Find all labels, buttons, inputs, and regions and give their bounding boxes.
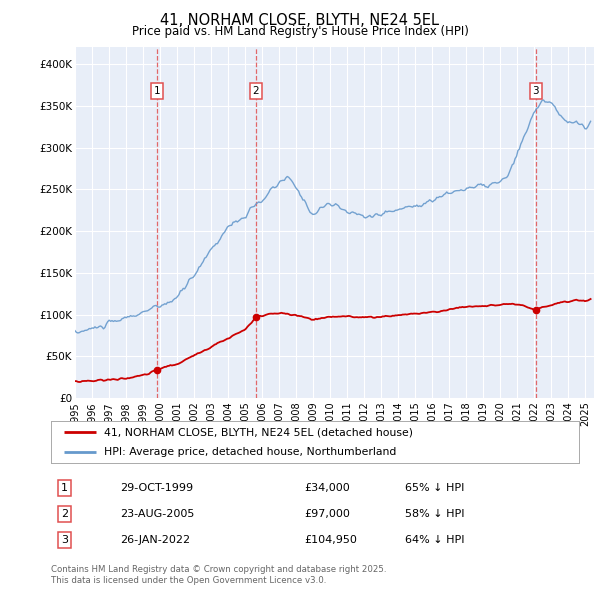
Text: 23-AUG-2005: 23-AUG-2005 xyxy=(119,509,194,519)
Text: 29-OCT-1999: 29-OCT-1999 xyxy=(119,483,193,493)
Text: 1: 1 xyxy=(61,483,68,493)
Text: £97,000: £97,000 xyxy=(304,509,350,519)
Text: Price paid vs. HM Land Registry's House Price Index (HPI): Price paid vs. HM Land Registry's House … xyxy=(131,25,469,38)
Text: HPI: Average price, detached house, Northumberland: HPI: Average price, detached house, Nort… xyxy=(104,447,396,457)
Text: 64% ↓ HPI: 64% ↓ HPI xyxy=(405,535,464,545)
Text: 2: 2 xyxy=(61,509,68,519)
Text: 41, NORHAM CLOSE, BLYTH, NE24 5EL (detached house): 41, NORHAM CLOSE, BLYTH, NE24 5EL (detac… xyxy=(104,427,413,437)
Text: Contains HM Land Registry data © Crown copyright and database right 2025.
This d: Contains HM Land Registry data © Crown c… xyxy=(51,565,386,585)
Text: 65% ↓ HPI: 65% ↓ HPI xyxy=(405,483,464,493)
Text: 3: 3 xyxy=(532,86,539,96)
Text: £34,000: £34,000 xyxy=(304,483,350,493)
Text: 1: 1 xyxy=(154,86,161,96)
Text: 41, NORHAM CLOSE, BLYTH, NE24 5EL: 41, NORHAM CLOSE, BLYTH, NE24 5EL xyxy=(161,13,439,28)
Text: 26-JAN-2022: 26-JAN-2022 xyxy=(119,535,190,545)
Text: 58% ↓ HPI: 58% ↓ HPI xyxy=(405,509,464,519)
Text: 2: 2 xyxy=(253,86,259,96)
Text: 3: 3 xyxy=(61,535,68,545)
Text: £104,950: £104,950 xyxy=(304,535,358,545)
